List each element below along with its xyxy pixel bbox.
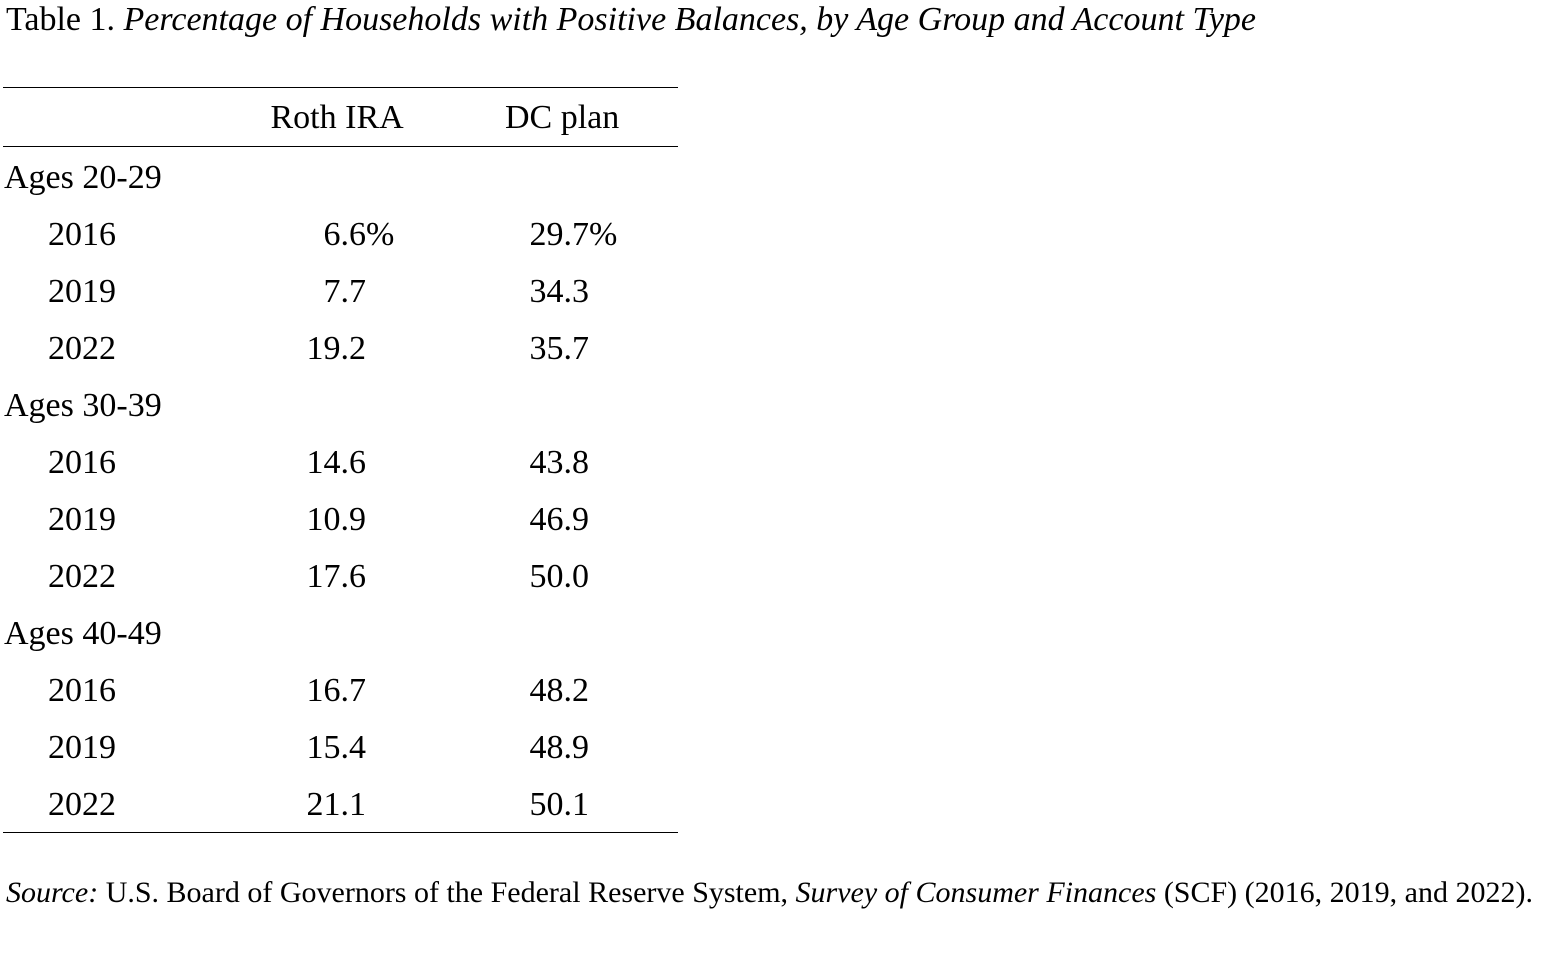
- cell-value: 48.2: [529, 672, 590, 709]
- cell-value: 14.6: [306, 444, 367, 481]
- header-rule: [3, 146, 678, 147]
- cell-value: 15.4: [306, 729, 367, 766]
- title-label: Table 1.: [6, 1, 116, 38]
- cell-value: 46.9: [529, 501, 590, 538]
- cell-value: 19.2: [306, 330, 367, 367]
- group-label: Ages 40-49: [4, 615, 162, 652]
- cell-value: 29.7%: [529, 216, 618, 253]
- column-header: Roth IRA: [270, 99, 404, 136]
- column-header: DC plan: [505, 99, 620, 136]
- row-year: 2019: [48, 501, 116, 538]
- cell-value: 34.3: [529, 273, 590, 310]
- row-year: 2016: [48, 444, 116, 481]
- source-note: Source: U.S. Board of Governors of the F…: [6, 873, 1561, 912]
- cell-value: 43.8: [529, 444, 590, 481]
- row-year: 2022: [48, 330, 116, 367]
- row-year: 2022: [48, 786, 116, 823]
- source-note-text: (SCF) (2016, 2019, and 2022).: [1163, 876, 1533, 909]
- cell-value: 10.9: [306, 501, 367, 538]
- row-year: 2016: [48, 672, 116, 709]
- source-text: U.S. Board of Governors of the Federal R…: [105, 876, 789, 909]
- cell-value: 17.6: [306, 558, 367, 595]
- row-year: 2022: [48, 558, 116, 595]
- cell-value: 35.7: [529, 330, 590, 367]
- source-label: Source:: [6, 876, 99, 909]
- cell-value: 16.7: [306, 672, 367, 709]
- group-label: Ages 30-39: [4, 387, 162, 424]
- title-text: Percentage of Households with Positive B…: [123, 1, 1257, 38]
- row-year: 2019: [48, 729, 116, 766]
- source-publication: Survey of Consumer Finances: [795, 876, 1157, 909]
- top-rule: [3, 87, 678, 88]
- group-label: Ages 20-29: [4, 159, 162, 196]
- cell-value: 6.6%: [323, 216, 395, 253]
- table-title: Table 1. Percentage of Households with P…: [6, 0, 1256, 40]
- row-year: 2016: [48, 216, 116, 253]
- cell-value: 7.7: [323, 273, 367, 310]
- cell-value: 50.0: [529, 558, 590, 595]
- row-year: 2019: [48, 273, 116, 310]
- bottom-rule: [3, 832, 678, 833]
- cell-value: 50.1: [529, 786, 590, 823]
- cell-value: 48.9: [529, 729, 590, 766]
- cell-value: 21.1: [306, 786, 367, 823]
